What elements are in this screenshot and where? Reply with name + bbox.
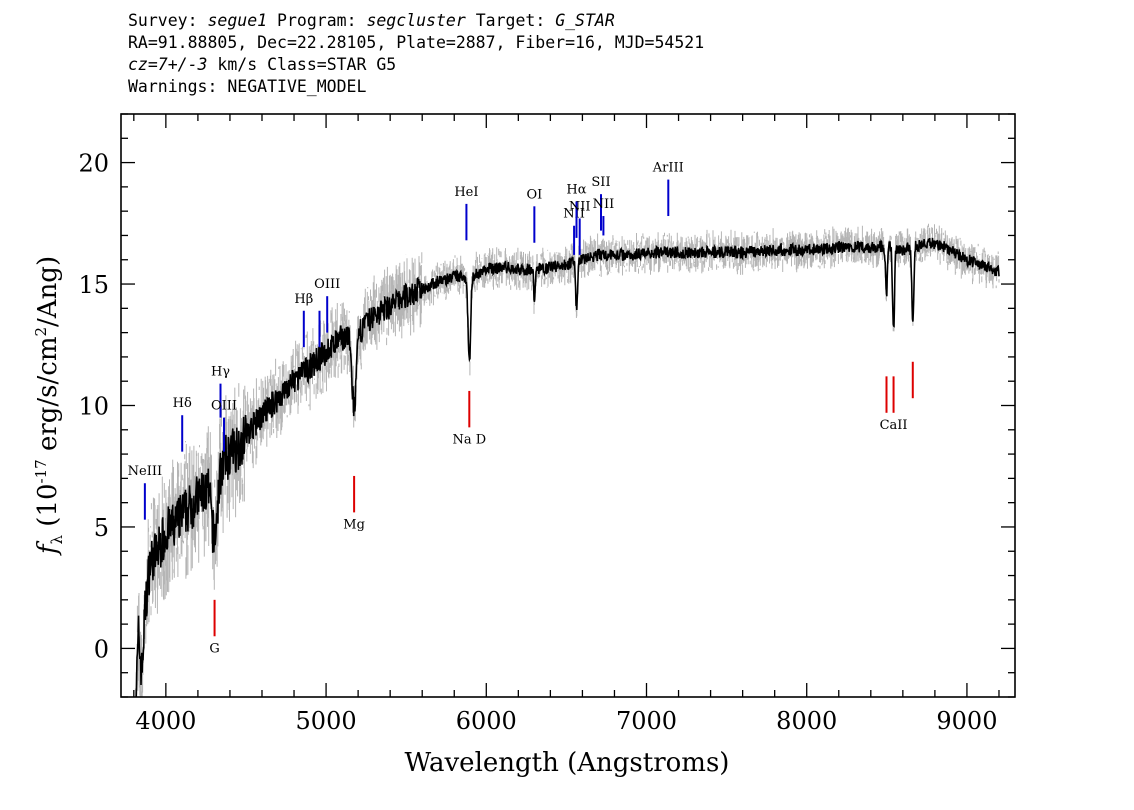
emission-line-label: OIII <box>211 399 237 414</box>
emission-line-label: NII <box>593 197 615 212</box>
y-tick-label: 10 <box>78 393 109 421</box>
target-key: Target: <box>465 11 556 30</box>
emission-line-label: SII <box>591 175 610 190</box>
emission-line-label: Hδ <box>173 396 192 411</box>
x-tick-label: 6000 <box>456 707 517 735</box>
header-line-redshift: cz=7+/-3 km/s Class=STAR G5 <box>128 54 704 76</box>
program-key: Program: <box>267 11 367 30</box>
flux-noise-series <box>134 223 1000 697</box>
emission-line-label: NeIII <box>128 464 162 479</box>
x-tick-label: 8000 <box>776 707 837 735</box>
absorption-line-label: Na D <box>452 432 486 447</box>
survey-value: segue1 <box>207 11 268 30</box>
spectrum-header: Survey: segue1 Program: segcluster Targe… <box>128 10 704 98</box>
emission-line-label: Hβ <box>294 292 313 307</box>
x-tick-label: 7000 <box>616 707 677 735</box>
emission-line-label: HeI <box>454 185 478 200</box>
emission-line-label: NII <box>569 199 591 214</box>
absorption-line-label: CaII <box>880 418 908 433</box>
header-line-warnings: Warnings: NEGATIVE_MODEL <box>128 77 367 96</box>
y-tick-label: 5 <box>94 514 109 542</box>
header-line-survey: Survey: segue1 Program: segcluster Targe… <box>128 10 704 32</box>
emission-line-label: Hα <box>566 182 586 197</box>
x-tick-label: 5000 <box>296 707 357 735</box>
absorption-line-label: G <box>209 641 219 656</box>
x-axis-title: Wavelength (Angstroms) <box>405 748 730 778</box>
emission-line-label: NII <box>563 207 585 222</box>
emission-line-label: Hγ <box>211 365 230 380</box>
target-value: G_STAR <box>555 11 615 30</box>
y-tick-label: 0 <box>94 635 109 663</box>
emission-line-label: OI <box>526 187 542 202</box>
emission-line-label: ArIII <box>652 161 684 176</box>
y-axis-title: fλ (10-17 erg/s/cm2/Ang) <box>32 256 66 556</box>
x-tick-label: 4000 <box>135 707 196 735</box>
y-tick-label: 20 <box>78 150 109 178</box>
x-tick-label: 9000 <box>936 707 997 735</box>
y-tick-label: 15 <box>78 271 109 299</box>
header-line-coordinates: RA=91.88805, Dec=22.28105, Plate=2887, F… <box>128 33 705 52</box>
class-value: km/s Class=STAR G5 <box>207 55 397 74</box>
survey-key: Survey: <box>128 11 208 30</box>
emission-line-label: OIII <box>314 277 340 292</box>
program-value: segcluster <box>366 11 466 30</box>
redshift-value: cz=7+/-3 <box>128 55 208 74</box>
flux-series-line <box>135 237 1000 697</box>
absorption-line-label: Mg <box>343 517 365 532</box>
